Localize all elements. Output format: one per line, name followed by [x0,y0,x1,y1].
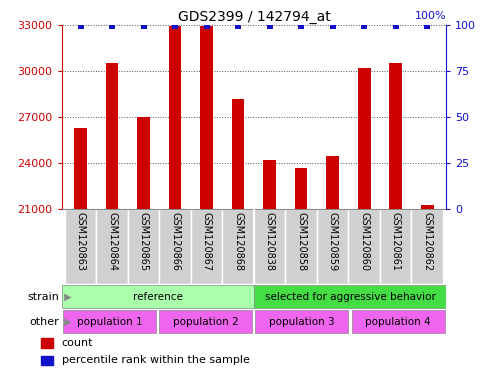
Bar [263,160,276,209]
Polygon shape [254,209,285,284]
Text: other: other [30,316,59,327]
Polygon shape [222,209,254,284]
Text: GSM120866: GSM120866 [170,212,180,271]
Text: GSM120867: GSM120867 [202,212,211,271]
Polygon shape [317,209,349,284]
Bar [352,310,445,333]
Text: population 4: population 4 [365,316,431,327]
Bar [295,168,308,209]
Text: ▶: ▶ [61,316,72,327]
Point [234,23,242,29]
Text: count: count [62,338,93,348]
Bar [62,285,254,308]
Bar [137,117,150,209]
Point [423,23,431,29]
Text: GSM120864: GSM120864 [107,212,117,271]
Bar [232,99,245,209]
Text: GSM120863: GSM120863 [75,212,86,271]
Polygon shape [128,209,159,284]
Polygon shape [285,209,317,284]
Bar [358,68,371,209]
Text: ▶: ▶ [61,291,72,302]
Text: GSM120862: GSM120862 [422,212,432,271]
Point [297,23,305,29]
Text: GSM120858: GSM120858 [296,212,306,271]
Bar [74,128,87,209]
Polygon shape [159,209,191,284]
Bar [159,310,252,333]
Text: GSM120865: GSM120865 [139,212,148,271]
Point [76,23,84,29]
Polygon shape [412,209,443,284]
Bar [106,63,118,209]
Text: 100%: 100% [415,11,446,21]
Bar [169,26,181,209]
Text: strain: strain [27,291,59,302]
Polygon shape [96,209,128,284]
Text: population 2: population 2 [173,316,239,327]
Text: GSM120861: GSM120861 [391,212,401,271]
Text: GSM120838: GSM120838 [265,212,275,271]
Text: selected for aggressive behavior: selected for aggressive behavior [265,291,435,302]
Polygon shape [191,209,222,284]
Polygon shape [380,209,412,284]
Point [329,23,337,29]
Point [203,23,211,29]
Bar [389,63,402,209]
Text: population 1: population 1 [77,316,142,327]
Text: GSM120859: GSM120859 [328,212,338,271]
Text: GSM120860: GSM120860 [359,212,369,271]
Bar [421,205,433,209]
Bar [254,285,446,308]
Polygon shape [65,209,96,284]
Point [360,23,368,29]
Text: reference: reference [133,291,183,302]
Title: GDS2399 / 142794_at: GDS2399 / 142794_at [177,10,330,24]
Polygon shape [349,209,380,284]
Point [171,23,179,29]
Point [108,23,116,29]
Text: GSM120868: GSM120868 [233,212,243,271]
Text: population 3: population 3 [269,316,335,327]
Bar [63,310,156,333]
Bar [41,338,53,348]
Point [140,23,147,29]
Point [266,23,274,29]
Bar [255,310,349,333]
Text: percentile rank within the sample: percentile rank within the sample [62,355,249,365]
Point [392,23,400,29]
Bar [200,26,213,209]
Bar [41,356,53,365]
Bar [326,156,339,209]
